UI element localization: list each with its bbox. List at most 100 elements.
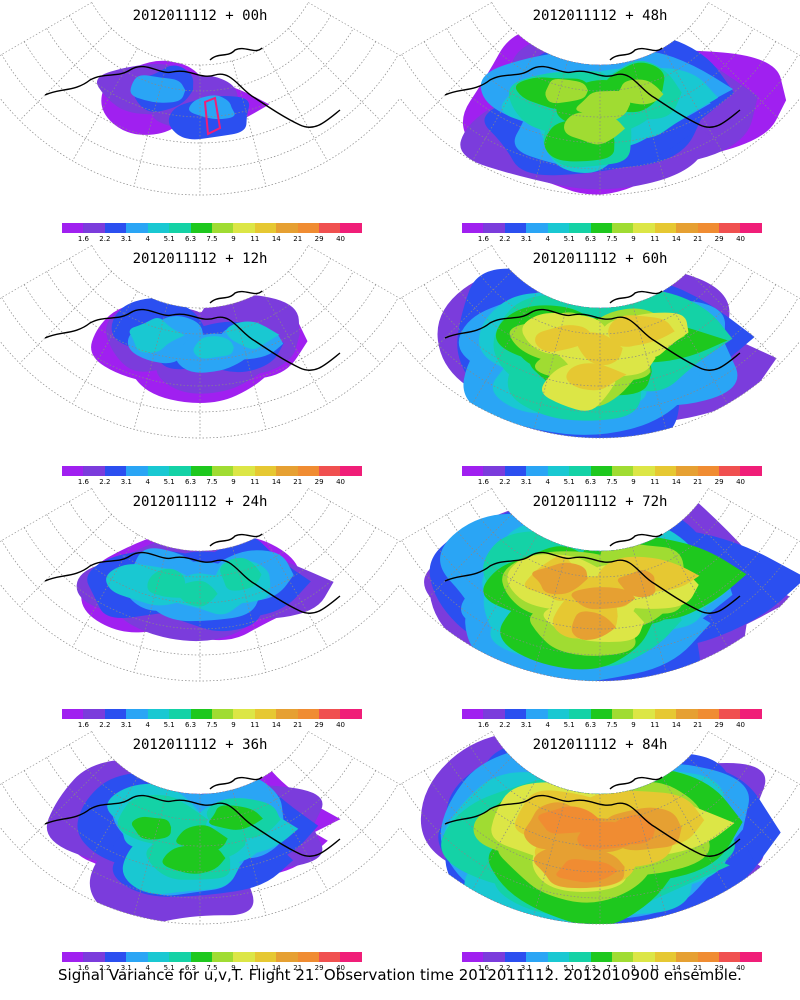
variance-contour [162,845,226,874]
colorbar-swatch [719,952,741,962]
colorbar-swatch [611,709,634,719]
colorbar-swatch [147,709,170,719]
colorbar-swatch [654,223,677,233]
colorbar [62,466,362,476]
colorbar-tick-label: 14 [271,964,281,972]
colorbar-swatch [169,223,191,233]
colorbar-tick-label: 6.3 [584,478,597,486]
colorbar-swatch [254,952,277,962]
colorbar-tick-label: 1.6 [477,478,489,486]
colorbar-swatch [83,952,105,962]
colorbar-ticks: 1.6 2.2 3.1 4 5.1 6.3 7.5 9 11 14 21 29 40 [62,478,362,488]
longitude-line [419,514,512,607]
colorbar-swatch [654,466,677,476]
longitude-line [232,60,267,187]
latitude-line [491,731,709,795]
colorbar-tick-label: 11 [250,964,260,972]
colorbar-ticks: 1.6 2.2 3.1 4 5.1 6.3 7.5 9 11 14 21 29 40 [62,721,362,731]
colorbar-swatch [62,223,84,233]
colorbar-tick-label: 29 [714,964,724,972]
colorbar-tick-label: 6.3 [184,964,197,972]
longitude-line [533,60,568,187]
colorbar-tick-label: 29 [314,964,324,972]
colorbar-tick-label: 14 [271,478,281,486]
latitude-line [446,514,754,604]
colorbar-swatch [147,952,170,962]
variance-contour [571,587,636,610]
colorbar-swatch [297,466,320,476]
longitude-line [708,2,800,56]
colorbar-tick-label: 9 [231,721,236,729]
colorbar-tick-label: 2.2 [499,721,511,729]
colorbar-swatch [697,466,720,476]
colorbar-swatch [483,466,505,476]
longitude-line [662,777,728,891]
longitude-line [232,546,267,673]
colorbar-tick-label: 3.1 [520,478,532,486]
longitude-line [419,271,512,364]
longitude-line [472,48,538,162]
colorbar-tick-label: 2.2 [99,964,111,972]
colorbar-tick-label: 2.2 [499,964,511,972]
colorbar-tick-label: 7.5 [606,964,618,972]
colorbar-tick-label: 6.3 [584,235,597,243]
panel-title: 2012011112 + 12h [132,251,268,267]
colorbar-swatch [126,466,148,476]
colorbar-tick-label: 2.2 [499,478,511,486]
colorbar-tick-label: 3.1 [520,964,532,972]
longitude-line [308,245,400,299]
longitude-line [232,789,267,916]
latitude-line [446,757,754,847]
colorbar-swatch [504,952,527,962]
colorbar-tick-label: 21 [693,721,703,729]
colorbar-tick-label: 29 [314,478,324,486]
colorbar-tick-label: 3.1 [120,478,132,486]
longitude-line [133,546,168,673]
colorbar [462,952,762,962]
latitude-line [46,28,354,118]
map-panel: 2012011112 + 84h 1.6 2.2 3.1 4 5.1 6.3 7.5 9 11 14… [400,729,800,974]
latitude-line [91,731,309,795]
longitude-line [662,48,728,162]
colorbar-tick-label: 11 [250,235,260,243]
colorbar-swatch [526,952,548,962]
longitude-line [662,291,728,405]
panel-title: 2012011112 + 72h [532,494,668,510]
colorbar-swatch [547,709,570,719]
longitude-line [288,28,381,121]
longitude-line [72,48,138,162]
longitude-line [708,245,800,299]
forecast-map [400,488,800,682]
longitude-line [472,777,538,891]
longitude-line [19,757,112,850]
longitude-line [72,534,138,648]
longitude-line [19,28,112,121]
colorbar-swatch [297,223,320,233]
colorbar-ticks: 1.6 2.2 3.1 4 5.1 6.3 7.5 9 11 14 21 29 40 [462,721,762,731]
colorbar-tick-label: 3.1 [120,721,132,729]
longitude-line [308,488,400,542]
colorbar-tick-label: 2.2 [99,721,111,729]
longitude-line [632,60,667,187]
latitude-line [91,245,309,309]
colorbar-swatch [483,952,505,962]
colorbar-tick-label: 6.3 [584,721,597,729]
longitude-line [19,514,112,607]
variance-contour [538,806,601,834]
longitude-line [688,757,781,850]
colorbar-swatch [547,466,570,476]
colorbar-swatch [319,466,341,476]
forecast-map [400,245,800,439]
colorbar-swatch [254,709,277,719]
variance-contour [566,363,627,391]
colorbar-tick-label: 1.6 [77,721,89,729]
colorbar [462,466,762,476]
colorbar-swatch [676,952,698,962]
colorbar-tick-label: 9 [631,235,636,243]
colorbar-swatch [611,952,634,962]
colorbar-swatch [719,466,741,476]
colorbar-tick-label: 1.6 [77,478,89,486]
figure-caption: Signal Variance for u,v,T. Flight 21. Ob… [58,966,742,984]
variance-contour [564,112,625,145]
longitude-line [288,271,381,364]
